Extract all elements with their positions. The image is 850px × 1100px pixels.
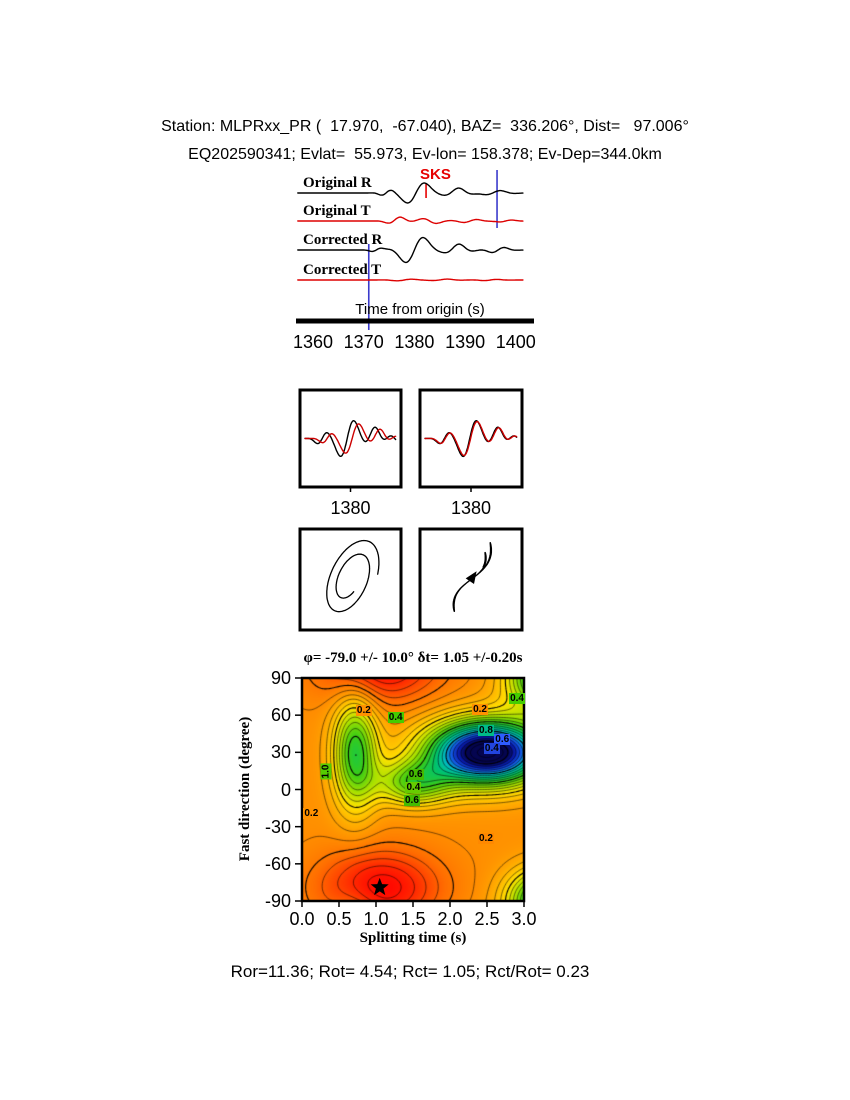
trace-label-corrected-t: Corrected T [303, 262, 382, 278]
time-axis-tick-label: 1380 [394, 332, 435, 352]
time-axis-title: Time from origin (s) [355, 301, 485, 318]
compare-left-tick-label: 1380 [330, 498, 371, 518]
trace-original-t [297, 216, 524, 225]
motion-direction-arrow [465, 571, 477, 584]
contour-label: 0.2 [472, 704, 488, 716]
fast-direction-tick-label: 60 [270, 705, 291, 726]
trace-label-corrected-r: Corrected R [303, 232, 383, 248]
contour-label: 1.0 [320, 763, 332, 780]
particle-motion-box-particle-motion-corrected [418, 527, 524, 632]
trace-corrected-t [297, 278, 524, 282]
station-info-line: Station: MLPRxx_PR ( 17.970, -67.040), B… [161, 118, 689, 135]
fast-direction-tick-label: 90 [270, 668, 291, 688]
compare-trace-component-b [424, 420, 518, 457]
contour-label: 0.8 [478, 725, 494, 737]
time-axis-tick-label: 1370 [343, 332, 384, 352]
time-axis-tick-label: 1390 [445, 332, 486, 352]
splitting-time-tick-label: 0.0 [289, 909, 315, 929]
fast-direction-tick-label: -90 [264, 891, 291, 911]
compare-trace-component-a [304, 420, 397, 457]
fast-direction-tick-label: 30 [270, 742, 291, 763]
contour-label: 0.4 [509, 693, 525, 705]
splitting-time-tick-label: 2.0 [437, 909, 463, 929]
contour-label: 0.4 [387, 711, 404, 723]
best-fit-star [370, 877, 389, 896]
fast-direction-tick-label: -60 [264, 853, 291, 874]
contour-label: 0.2 [478, 833, 494, 845]
splitting-time-axis-label: Splitting time (s) [359, 930, 467, 946]
time-axis-tick-label: 1360 [292, 332, 334, 352]
contour-label: 0.4 [483, 742, 500, 754]
particle-motion-curve-particle-motion-original [326, 539, 380, 613]
contour-label: 0.4 [405, 782, 422, 794]
compare-trace-component-b [304, 423, 397, 454]
contour-label: 0.6 [494, 733, 511, 745]
event-info-line: EQ202590341; Evlat= 55.973, Ev-lon= 158.… [188, 146, 662, 163]
contour-label: 0.2 [355, 705, 372, 717]
contour-label: 0.6 [404, 794, 420, 806]
splitting-time-tick-label: 0.5 [326, 909, 352, 929]
trace-corrected-r [297, 236, 524, 264]
trace-label-original-r: Original R [303, 175, 372, 191]
splitting-time-tick-label: 1.0 [363, 909, 389, 929]
contour-label: 0.6 [407, 768, 424, 780]
particle-motion-curve-particle-motion-corrected [452, 542, 493, 613]
sks-phase-label: SKS [420, 166, 451, 183]
trace-label-original-t: Original T [303, 203, 371, 219]
splitting-time-tick-label: 3.0 [511, 909, 537, 929]
compare-right-tick-label: 1380 [450, 498, 492, 518]
trace-original-r [297, 182, 524, 204]
splitting-time-tick-label: 2.5 [474, 909, 500, 929]
contour-label: 0.2 [303, 808, 320, 820]
fast-direction-tick-label: 0 [280, 779, 291, 800]
fast-direction-tick-label: -30 [264, 816, 291, 837]
time-axis-tick-label: 1400 [495, 332, 536, 352]
splitting-time-tick-label: 1.5 [400, 909, 426, 929]
particle-motion-box-particle-motion-original [298, 527, 403, 632]
error-surface-title: φ= -79.0 +/- 10.0° δt= 1.05 +/-0.20s [303, 650, 523, 666]
splitting-ratios-line: Ror=11.36; Rot= 4.54; Rct= 1.05; Rct/Rot… [230, 962, 590, 981]
